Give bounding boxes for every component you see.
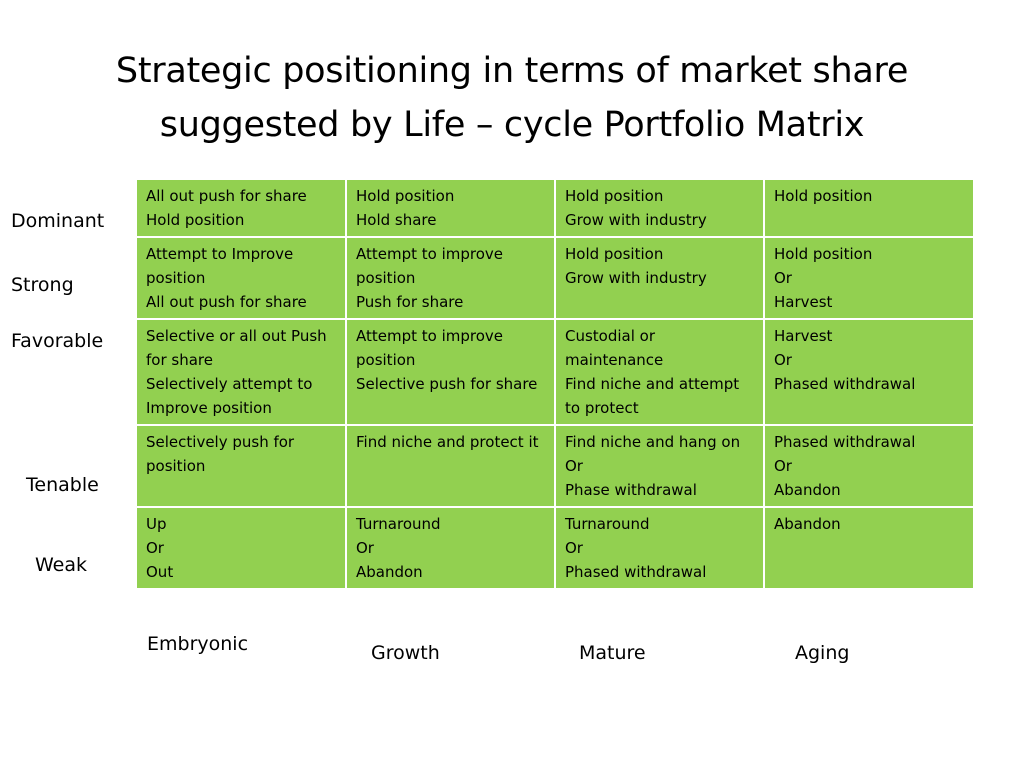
matrix-row-favorable: Selective or all out Push for share Sele… xyxy=(137,318,973,425)
matrix-cell: Attempt to Improve position All out push… xyxy=(137,236,346,319)
matrix-cell: Phased withdrawal Or Abandon xyxy=(763,424,973,507)
matrix-cell: Abandon xyxy=(763,506,973,588)
matrix-cell: Up Or Out xyxy=(137,506,346,588)
matrix-row-weak: Up Or Out Turnaround Or Abandon Turnarou… xyxy=(137,506,973,588)
title-line-1: Strategic positioning in terms of market… xyxy=(115,51,909,91)
matrix-cell: Find niche and protect it xyxy=(345,424,555,507)
matrix-row-strong: Attempt to Improve position All out push… xyxy=(137,236,973,319)
matrix-cell: Hold position Or Harvest xyxy=(763,236,973,319)
matrix-cell: Selectively push for position xyxy=(137,424,346,507)
matrix-cell: Hold position xyxy=(763,180,973,238)
matrix-cell: Attempt to improve position Selective pu… xyxy=(345,318,555,425)
row-label-dominant: Dominant xyxy=(11,210,105,232)
matrix-cell: All out push for share Hold position xyxy=(137,180,346,238)
matrix-cell: Attempt to improve position Push for sha… xyxy=(345,236,555,319)
row-label-tenable: Tenable xyxy=(26,474,99,496)
portfolio-matrix: All out push for share Hold position Hol… xyxy=(137,180,973,588)
column-label-growth: Growth xyxy=(371,642,440,664)
row-label-strong: Strong xyxy=(11,274,74,296)
matrix-cell: Selective or all out Push for share Sele… xyxy=(137,318,346,425)
matrix-cell: Harvest Or Phased withdrawal xyxy=(763,318,973,425)
row-label-favorable: Favorable xyxy=(11,330,104,352)
column-label-aging: Aging xyxy=(795,642,850,664)
column-label-mature: Mature xyxy=(579,642,646,664)
title-line-2: suggested by Life – cycle Portfolio Matr… xyxy=(159,105,865,145)
row-label-weak: Weak xyxy=(35,554,88,576)
matrix-cell: Hold position Grow with industry xyxy=(554,180,764,238)
matrix-cell: Custodial or maintenance Find niche and … xyxy=(554,318,764,425)
matrix-cell: Find niche and hang on Or Phase withdraw… xyxy=(554,424,764,507)
matrix-cell: Hold position Hold share xyxy=(345,180,555,238)
slide-title: Strategic positioning in terms of market… xyxy=(60,44,964,152)
matrix-row-dominant: All out push for share Hold position Hol… xyxy=(137,180,973,238)
matrix-row-tenable: Selectively push for position Find niche… xyxy=(137,424,973,507)
matrix-cell: Turnaround Or Abandon xyxy=(345,506,555,588)
matrix-cell: Hold position Grow with industry xyxy=(554,236,764,319)
matrix-cell: Turnaround Or Phased withdrawal xyxy=(554,506,764,588)
column-label-embryonic: Embryonic xyxy=(147,633,249,655)
